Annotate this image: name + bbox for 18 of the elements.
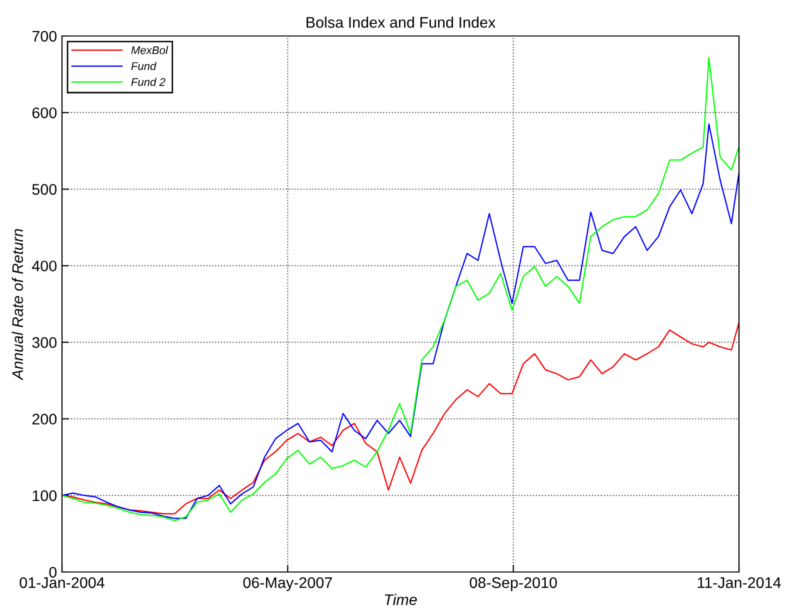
legend-label: Fund bbox=[131, 62, 157, 70]
x-tick-label: 11-Jan-2014 bbox=[698, 577, 781, 588]
y-tick-label: 600 bbox=[32, 107, 57, 118]
legend-label: MexBol bbox=[131, 46, 168, 54]
y-tick-label: 400 bbox=[32, 260, 57, 272]
y-tick-label: 500 bbox=[32, 184, 57, 195]
y-tick-label: 300 bbox=[32, 337, 57, 348]
x-axis-title: Time bbox=[384, 594, 417, 606]
chart-title: Bolsa Index and Fund Index bbox=[306, 16, 496, 28]
y-tick-label: 100 bbox=[32, 490, 57, 502]
y-tick-label: 0 bbox=[49, 566, 57, 578]
x-tick-label: 08-Sep-2010 bbox=[470, 577, 557, 592]
y-axis-title: Annual Rate of Return bbox=[12, 229, 24, 380]
legend-label: Fund 2 bbox=[131, 78, 166, 86]
y-tick-label: 200 bbox=[32, 414, 57, 425]
x-tick-label: 06-May-2007 bbox=[243, 577, 332, 592]
y-tick-label: 700 bbox=[32, 30, 57, 42]
x-tick-label: 01-Jan-2004 bbox=[20, 577, 104, 588]
